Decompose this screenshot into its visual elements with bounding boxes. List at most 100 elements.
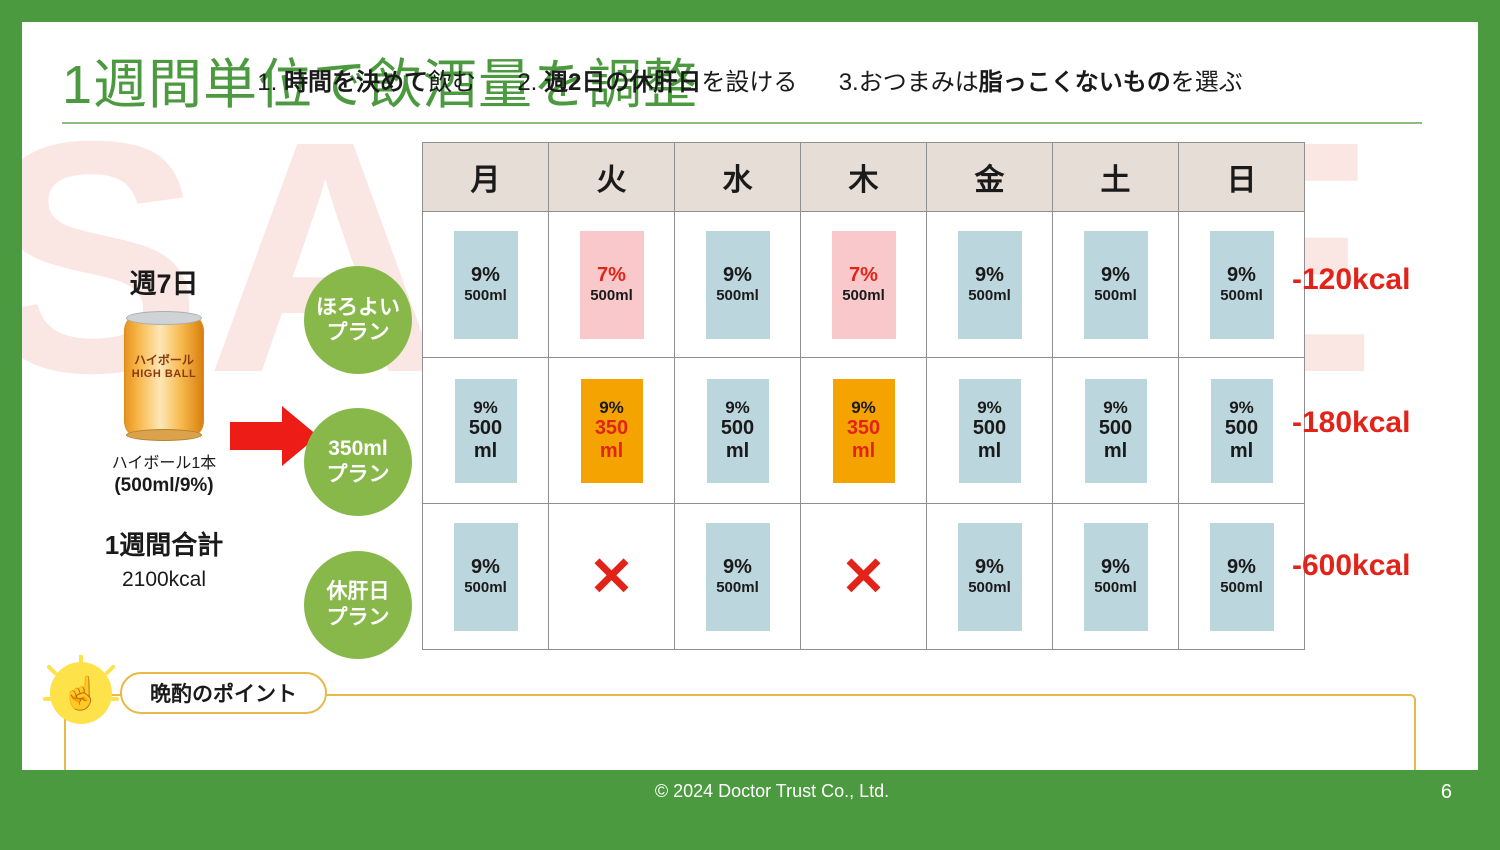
- table-row: 9% 500ml ✕ 9% 500ml: [422, 503, 1305, 650]
- points-pill-text: 晩酌のポイント: [150, 683, 297, 706]
- footer-copyright: © 2024 Doctor Trust Co., Ltd.: [654, 781, 890, 801]
- can-top: [126, 311, 202, 325]
- drink-percent: 9%: [599, 397, 624, 417]
- cell-r2c1: 9% 500 ml: [422, 357, 549, 504]
- day-header-wed: 水: [674, 142, 801, 212]
- drink-volume: 500ml: [968, 579, 1011, 597]
- cell-r1c1: 9% 500ml: [422, 211, 549, 358]
- drink-percent: 9%: [1227, 556, 1256, 579]
- drink-volume: 500ml: [590, 287, 633, 305]
- drink-volume: 500ml: [968, 287, 1011, 305]
- plan-circle-horoyoi[interactable]: ほろよい プラン: [304, 266, 412, 374]
- footer-bar: [22, 770, 1478, 810]
- drink-percent: 9%: [471, 264, 500, 287]
- drink-glass: 7% 500ml: [831, 230, 896, 339]
- drink-volume-unit: ml: [851, 440, 876, 463]
- drink-glass: 9% 500ml: [1083, 522, 1148, 631]
- hand-glyph: ☝: [61, 675, 101, 711]
- drink-glass: 9% 500ml: [957, 230, 1022, 339]
- point-1-bold: 時間を決めて: [283, 69, 428, 96]
- cell-r1c4: 7% 500ml: [800, 211, 927, 358]
- day-header-thu: 木: [800, 142, 927, 212]
- day-header-tue: 火: [548, 142, 675, 212]
- page-number: 6: [1440, 781, 1452, 803]
- point-1-number: 1.: [257, 69, 278, 96]
- drink-glass: 9% 500 ml: [1210, 378, 1273, 483]
- drink-glass: 9% 500 ml: [1084, 378, 1147, 483]
- drink-glass: 9% 500ml: [1209, 522, 1274, 631]
- drink-percent: 9%: [975, 556, 1004, 579]
- drink-glass: 9% 500ml: [453, 230, 518, 339]
- kcal-row-2: -180kcal: [1292, 405, 1411, 439]
- point-3-pre: おつまみは: [858, 69, 979, 96]
- drink-percent: 9%: [1229, 397, 1254, 417]
- drink-glass: 9% 500ml: [705, 230, 770, 339]
- table-header-row: 月 火 水 木 金 土 日: [422, 142, 1305, 212]
- drink-glass: 9% 500ml: [1209, 230, 1274, 339]
- day-header-sat: 土: [1052, 142, 1179, 212]
- table-row: 9% 500ml 7% 500ml: [422, 211, 1305, 358]
- cell-r1c7: 9% 500ml: [1178, 211, 1305, 358]
- drink-volume: 500ml: [1220, 579, 1263, 597]
- left-summary: 週7日 ハイボール HIGH BALL ハイボール1本 (500ml/9%) 1…: [44, 262, 284, 592]
- drink-glass: 9% 500ml: [957, 522, 1022, 631]
- drink-volume-unit: ml: [1103, 440, 1128, 463]
- drink-volume-unit: ml: [725, 440, 750, 463]
- drink-glass: 7% 500ml: [579, 230, 644, 339]
- drink-glass: 9% 500 ml: [454, 378, 517, 483]
- drink-percent: 7%: [597, 264, 626, 287]
- weekly-total-label: 1週間合計: [104, 530, 224, 560]
- point-3-bold: 脂っこくないもの: [978, 69, 1171, 96]
- drink-volume: 500ml: [1094, 579, 1137, 597]
- pointing-hand-icon: ☝: [43, 655, 119, 724]
- drink-percent: 9%: [723, 264, 752, 287]
- drink-volume-unit: ml: [977, 440, 1002, 463]
- drink-glass: 9% 500 ml: [706, 378, 769, 483]
- drink-volume-unit: ml: [1229, 440, 1254, 463]
- drink-glass: 9% 500ml: [1083, 230, 1148, 339]
- point-2-bold: 週2日の休肝日: [544, 69, 702, 96]
- drink-percent: 9%: [723, 556, 752, 579]
- plan-2-line1: 350ml: [328, 437, 388, 461]
- day-header-mon: 月: [422, 142, 549, 212]
- drink-percent: 9%: [1103, 397, 1128, 417]
- can-caption-1: ハイボール1本: [111, 455, 217, 472]
- drink-percent: 9%: [1101, 556, 1130, 579]
- drink-volume-num: 500: [972, 417, 1007, 440]
- rest-day-x-icon: ✕: [588, 546, 635, 607]
- drink-volume-num: 500: [1098, 417, 1133, 440]
- drink-percent: 9%: [1101, 264, 1130, 287]
- cell-r3c4: ✕: [800, 503, 927, 650]
- kcal-row-1: -120kcal: [1292, 262, 1411, 296]
- plan-slot-2: 350ml プラン: [304, 390, 424, 533]
- drink-volume-num: 350: [594, 417, 629, 440]
- plan-2-line2: プラン: [326, 462, 390, 486]
- plan-circle-350ml[interactable]: 350ml プラン: [304, 407, 412, 516]
- points-pill-label: 晩酌のポイント: [120, 672, 327, 714]
- cell-r3c5: 9% 500ml: [926, 503, 1053, 650]
- cell-r3c6: 9% 500ml: [1052, 503, 1179, 650]
- plan-slot-3: 休肝日 プラン: [304, 533, 424, 676]
- kcal-savings-column: -120kcal -180kcal -600kcal: [1292, 208, 1410, 637]
- plan-3-line2: プラン: [326, 605, 390, 629]
- day-header-fri: 金: [926, 142, 1053, 212]
- drink-percent: 9%: [977, 397, 1002, 417]
- drink-volume-num: 350: [846, 417, 881, 440]
- kcal-row-3: -600kcal: [1292, 548, 1411, 582]
- drink-percent: 9%: [975, 264, 1004, 287]
- week-days-label: 週7日: [129, 269, 199, 299]
- drink-volume: 500ml: [1094, 287, 1137, 305]
- drink-volume: 500ml: [464, 579, 507, 597]
- cell-r1c3: 9% 500ml: [674, 211, 801, 358]
- cell-r2c7: 9% 500 ml: [1178, 357, 1305, 504]
- table-row: 9% 500 ml 9% 350 ml: [422, 357, 1305, 504]
- drink-percent: 9%: [471, 556, 500, 579]
- plan-circle-kyukanbi[interactable]: 休肝日 プラン: [304, 550, 412, 659]
- drink-volume-num: 500: [468, 417, 503, 440]
- cell-r2c6: 9% 500 ml: [1052, 357, 1179, 504]
- cell-r1c2: 7% 500ml: [548, 211, 675, 358]
- point-2-rest: を設ける: [701, 69, 798, 96]
- point-3-number: 3.: [838, 69, 859, 96]
- drink-volume: 500ml: [842, 287, 885, 305]
- cell-r2c4: 9% 350 ml: [800, 357, 927, 504]
